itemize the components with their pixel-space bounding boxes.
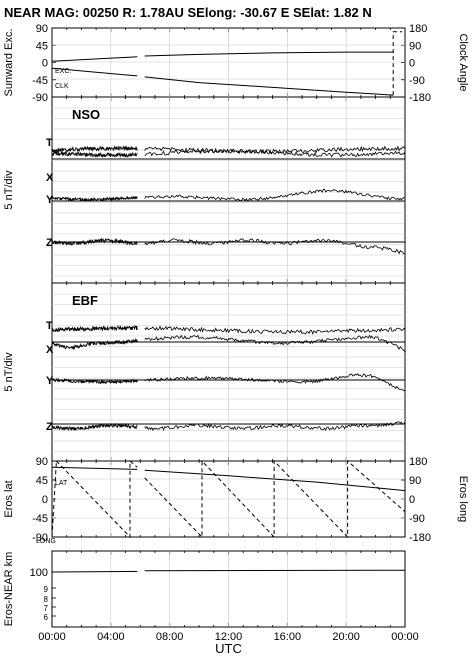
nso-panel-label: NSO xyxy=(72,107,100,122)
x-tick-label: 16:00 xyxy=(274,631,302,643)
ebf-trace-T-0 xyxy=(51,324,138,333)
exc-annotation: EXC. xyxy=(55,68,71,75)
nso-trace-T-1 xyxy=(144,145,406,155)
eros-long-series-3 xyxy=(51,460,57,538)
distance-ytick-label: 9 xyxy=(44,585,49,594)
eros-long-ytick-label: -90 xyxy=(409,513,425,525)
nso-component-Y: Y xyxy=(46,194,54,206)
orientation-left-ytick-label: 45 xyxy=(36,40,48,52)
clock-angle-axis-label: Clock Angle xyxy=(457,33,469,91)
distance-axis-label: Eros-NEAR km xyxy=(3,552,15,627)
orientation-left-ytick-label: 0 xyxy=(42,58,48,70)
x-tick-label: 12:00 xyxy=(215,631,243,643)
orientation-right-ytick-label: -90 xyxy=(409,75,425,87)
nso-component-T: T xyxy=(46,137,53,149)
orientation-series-0-a xyxy=(51,56,138,62)
nso-trace-Y-1 xyxy=(144,188,405,202)
eros-lat-ytick-label: 90 xyxy=(36,456,48,468)
x-axis-label: UTC xyxy=(215,641,242,656)
distance-ytick-label: 100 xyxy=(30,567,48,579)
ebf-component-Z: Z xyxy=(46,421,53,433)
ebf-component-T: T xyxy=(46,320,53,332)
ebf-axis-label: 5 nT/div xyxy=(3,352,15,392)
orientation-series-2 xyxy=(392,31,403,96)
orientation-right-ytick-label: -180 xyxy=(409,92,431,104)
ebf-trace-X-0 xyxy=(51,337,138,351)
orientation-left-ytick-label: 90 xyxy=(36,23,48,35)
eros-lat-ytick-label: -90 xyxy=(32,532,48,544)
distance-series-b xyxy=(144,569,406,572)
ebf-component-X: X xyxy=(46,344,54,356)
data-traces xyxy=(51,31,406,573)
nso-trace-X-1 xyxy=(144,148,406,158)
ebf-component-Y: Y xyxy=(46,375,54,387)
eros-lat-ytick-label: 45 xyxy=(36,475,48,487)
nso-trace-X-0 xyxy=(51,150,138,159)
ebf-trace-T-1 xyxy=(144,325,406,335)
orientation-series-1-b xyxy=(144,76,394,96)
ebf-trace-Z-1 xyxy=(144,421,406,432)
orientation-right-ytick-label: 0 xyxy=(409,58,415,70)
nso-component-Z: Z xyxy=(46,237,53,249)
ebf-trace-Y-0 xyxy=(51,377,138,385)
x-tick-label: 04:00 xyxy=(97,631,125,643)
eros-long-axis-label: Eros long xyxy=(457,476,469,522)
eros-lat-series-b xyxy=(144,469,406,492)
x-tick-label: 20:00 xyxy=(332,631,360,643)
eros-lat-ytick-label: -45 xyxy=(32,513,48,525)
eros-long-ytick-label: 0 xyxy=(409,494,415,506)
orientation-right-ytick-label: 90 xyxy=(409,40,421,52)
ebf-panel-label: EBF xyxy=(72,293,98,308)
distance-ytick-label: 6 xyxy=(44,613,49,622)
nso-component-X: X xyxy=(46,172,54,184)
ebf-trace-Y-1 xyxy=(144,373,406,392)
distance-ytick-label: 7 xyxy=(44,604,49,613)
eros-long-ytick-label: -180 xyxy=(409,532,431,544)
sunward-exc-axis-label: Sunward Exc. xyxy=(3,29,15,97)
orientation-series-0-b xyxy=(144,51,394,57)
clk-annotation: CLK xyxy=(55,83,69,90)
ebf-trace-X-1 xyxy=(144,334,406,353)
eros-lat-series-a xyxy=(51,466,138,470)
nso-trace-Z-0 xyxy=(51,237,138,247)
x-tick-label: 00:00 xyxy=(38,631,66,643)
eros-lat-ytick-label: 0 xyxy=(42,494,48,506)
nso-trace-Z-1 xyxy=(144,238,406,255)
distance-ytick-label: 8 xyxy=(44,595,49,604)
orientation-left-ytick-label: -90 xyxy=(32,92,48,104)
x-tick-label: 00:00 xyxy=(391,631,419,643)
eros-long-series-1 xyxy=(56,459,138,539)
eros-lat-axis-label: Eros lat xyxy=(3,480,15,517)
eros-long-series-2 xyxy=(144,459,406,539)
nso-trace-Y-0 xyxy=(51,195,138,202)
x-tick-label: 08:00 xyxy=(156,631,184,643)
figure-title: NEAR MAG: 00250 R: 1.78AU SElong: -30.67… xyxy=(4,5,372,20)
nso-axis-label: 5 nT/div xyxy=(3,170,15,210)
lat-annotation: LAT xyxy=(55,480,68,487)
ebf-trace-Z-0 xyxy=(51,422,138,432)
eros-long-ytick-label: 90 xyxy=(409,475,421,487)
orientation-left-ytick-label: -45 xyxy=(32,75,48,87)
eros-long-ytick-label: 180 xyxy=(409,456,427,468)
distance-series-a xyxy=(51,570,138,573)
long-annotation: LONG xyxy=(36,538,56,545)
orientation-right-ytick-label: 180 xyxy=(409,23,427,35)
orientation-series-1-a xyxy=(51,67,138,77)
panel-grid xyxy=(52,28,405,627)
nso-trace-T-0 xyxy=(51,145,138,154)
